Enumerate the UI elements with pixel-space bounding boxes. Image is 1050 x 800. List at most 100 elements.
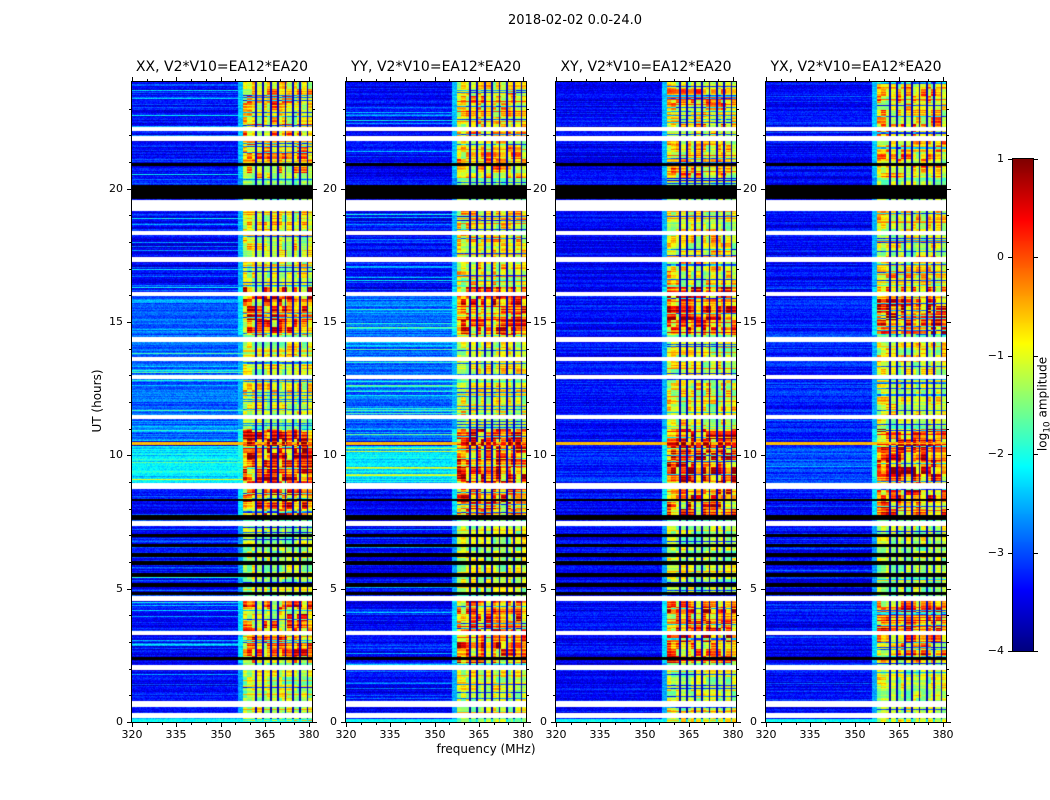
y-tick-label: 10 bbox=[109, 448, 123, 461]
tick-mark bbox=[343, 482, 345, 483]
tick-mark bbox=[659, 79, 660, 81]
tick-mark bbox=[527, 402, 529, 403]
tick-mark bbox=[766, 77, 767, 81]
spectrogram-canvas-xx bbox=[132, 82, 312, 722]
tick-mark bbox=[869, 79, 870, 81]
tick-mark bbox=[947, 135, 949, 136]
tick-mark bbox=[508, 723, 509, 725]
tick-mark bbox=[737, 642, 739, 643]
tick-mark bbox=[914, 79, 915, 81]
tick-mark bbox=[343, 429, 345, 430]
tick-mark bbox=[527, 695, 529, 696]
tick-mark bbox=[761, 189, 765, 190]
tick-mark bbox=[825, 79, 826, 81]
tick-mark bbox=[928, 79, 929, 81]
tick-mark bbox=[737, 402, 739, 403]
y-tick-label: 10 bbox=[743, 448, 757, 461]
tick-mark bbox=[343, 669, 345, 670]
tick-mark bbox=[494, 723, 495, 725]
y-tick-label: 5 bbox=[750, 582, 757, 595]
tick-mark bbox=[737, 215, 739, 216]
tick-mark bbox=[129, 295, 131, 296]
colorbar-tick-label: −1 bbox=[987, 349, 1004, 362]
tick-mark bbox=[176, 723, 177, 727]
tick-mark bbox=[947, 509, 949, 510]
tick-mark bbox=[280, 79, 281, 81]
y-tick-label: 5 bbox=[540, 582, 547, 595]
tick-mark bbox=[704, 79, 705, 81]
tick-mark bbox=[435, 723, 436, 727]
x-tick-label: 335 bbox=[799, 728, 821, 741]
x-tick-label: 380 bbox=[932, 728, 954, 741]
tick-mark bbox=[763, 135, 765, 136]
tick-mark bbox=[343, 375, 345, 376]
tick-mark bbox=[294, 723, 295, 725]
tick-mark bbox=[737, 162, 739, 163]
x-tick-label: 365 bbox=[678, 728, 700, 741]
tick-mark bbox=[390, 77, 391, 81]
tick-mark bbox=[840, 723, 841, 725]
tick-mark bbox=[737, 455, 741, 456]
tick-mark bbox=[761, 455, 765, 456]
tick-mark bbox=[947, 589, 951, 590]
tick-mark bbox=[943, 77, 944, 81]
tick-mark bbox=[1034, 356, 1038, 357]
tick-mark bbox=[947, 375, 949, 376]
y-tick-label: 5 bbox=[330, 582, 337, 595]
y-axis-label: UT (hours) bbox=[90, 369, 104, 433]
tick-mark bbox=[553, 349, 555, 350]
tick-mark bbox=[737, 722, 741, 723]
spectrogram-canvas-xy bbox=[556, 82, 736, 722]
tick-mark bbox=[313, 429, 315, 430]
tick-mark bbox=[737, 429, 739, 430]
tick-mark bbox=[343, 402, 345, 403]
tick-mark bbox=[551, 455, 555, 456]
colorbar-tick-label: −3 bbox=[987, 546, 1004, 559]
tick-mark bbox=[464, 79, 465, 81]
tick-mark bbox=[313, 109, 315, 110]
tick-mark bbox=[763, 402, 765, 403]
spectrogram-panel-xy bbox=[555, 81, 737, 723]
tick-mark bbox=[781, 723, 782, 725]
tick-mark bbox=[645, 77, 646, 81]
x-tick-label: 320 bbox=[121, 728, 143, 741]
tick-mark bbox=[914, 723, 915, 725]
y-tick-label: 15 bbox=[743, 315, 757, 328]
tick-mark bbox=[689, 723, 690, 727]
tick-mark bbox=[763, 242, 765, 243]
tick-mark bbox=[733, 723, 734, 727]
tick-mark bbox=[1008, 257, 1012, 258]
tick-mark bbox=[127, 455, 131, 456]
tick-mark bbox=[527, 669, 529, 670]
tick-mark bbox=[737, 189, 741, 190]
tick-mark bbox=[947, 189, 951, 190]
tick-mark bbox=[250, 723, 251, 725]
tick-mark bbox=[343, 509, 345, 510]
x-tick-label: 335 bbox=[165, 728, 187, 741]
tick-mark bbox=[527, 722, 531, 723]
tick-mark bbox=[313, 615, 315, 616]
tick-mark bbox=[551, 189, 555, 190]
tick-mark bbox=[869, 723, 870, 725]
tick-mark bbox=[737, 295, 739, 296]
tick-mark bbox=[527, 109, 529, 110]
tick-mark bbox=[376, 723, 377, 725]
tick-mark bbox=[449, 723, 450, 725]
tick-mark bbox=[899, 723, 900, 727]
tick-mark bbox=[1034, 454, 1038, 455]
tick-mark bbox=[129, 562, 131, 563]
tick-mark bbox=[313, 455, 317, 456]
tick-mark bbox=[718, 723, 719, 725]
tick-mark bbox=[763, 535, 765, 536]
tick-mark bbox=[129, 482, 131, 483]
tick-mark bbox=[761, 722, 765, 723]
x-tick-label: 365 bbox=[254, 728, 276, 741]
tick-mark bbox=[553, 269, 555, 270]
tick-mark bbox=[162, 79, 163, 81]
tick-mark bbox=[129, 615, 131, 616]
tick-mark bbox=[341, 455, 345, 456]
tick-mark bbox=[553, 615, 555, 616]
colorbar-label-subscript: 10 bbox=[1042, 421, 1050, 433]
tick-mark bbox=[508, 79, 509, 81]
y-tick-label: 15 bbox=[109, 315, 123, 328]
